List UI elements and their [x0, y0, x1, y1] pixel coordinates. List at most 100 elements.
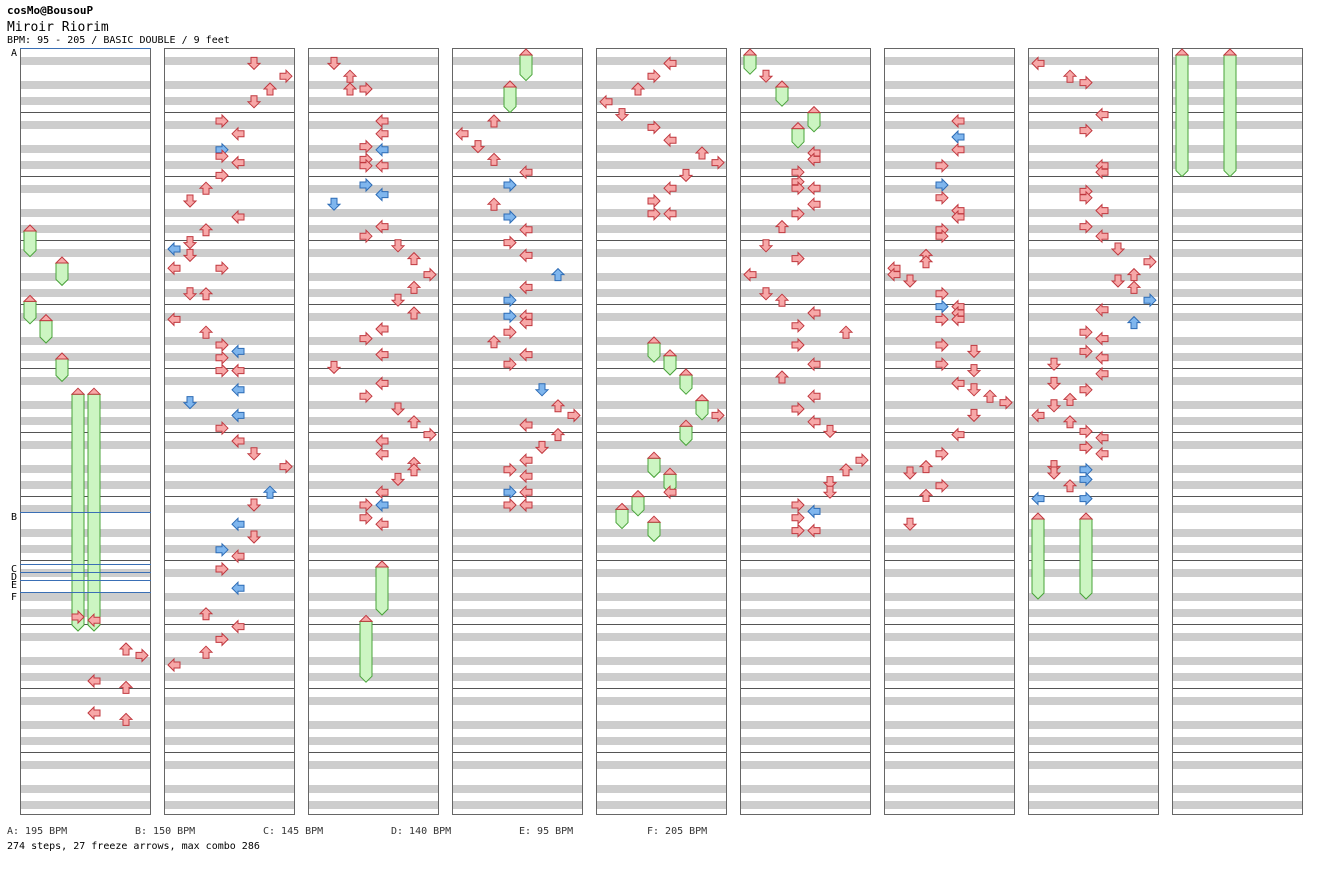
- step-arrow-red: [390, 293, 406, 307]
- bpm-change-line: [20, 592, 151, 593]
- step-arrow-red: [935, 190, 949, 206]
- chart-column-7: [884, 48, 1015, 815]
- step-arrow-red: [375, 158, 389, 174]
- step-arrow-red: [246, 530, 262, 544]
- step-arrow-red: [215, 350, 229, 366]
- step-arrow-blue: [231, 344, 245, 359]
- step-arrow-red: [1031, 56, 1045, 71]
- step-arrow-red: [1079, 440, 1093, 455]
- step-arrow-red: [918, 255, 934, 269]
- step-arrow-red: [87, 673, 101, 689]
- step-arrow-red: [663, 484, 677, 500]
- step-arrow-red: [663, 206, 677, 222]
- step-arrow-red: [423, 267, 437, 282]
- step-arrow-red: [359, 331, 373, 346]
- step-arrow-red: [791, 510, 805, 526]
- step-arrow-red: [534, 440, 550, 455]
- step-arrow-red: [1126, 267, 1142, 282]
- freeze-arrow: [646, 451, 662, 479]
- step-arrow-red: [390, 402, 406, 416]
- step-arrow-red: [1095, 302, 1109, 318]
- step-arrow-red: [215, 632, 229, 647]
- step-arrow-blue: [935, 299, 949, 314]
- step-arrow-red: [231, 209, 245, 225]
- step-arrow-red: [647, 68, 661, 84]
- bpm-legend-f: F: 205 BPM: [647, 826, 708, 837]
- bpm-legend-e: E: 95 BPM: [519, 826, 574, 837]
- step-arrow-red: [246, 498, 262, 512]
- step-arrow-red: [1079, 344, 1093, 359]
- step-arrow-red: [1062, 392, 1078, 406]
- step-arrow-red: [1046, 376, 1062, 391]
- step-arrow-red: [935, 286, 949, 302]
- step-arrow-red: [1079, 382, 1093, 398]
- bpm-change-line: [20, 564, 151, 565]
- bpm-change-label: C: [11, 564, 18, 575]
- step-arrow-red: [406, 463, 422, 477]
- step-arrow-blue: [231, 408, 245, 423]
- step-arrow-red: [198, 287, 214, 301]
- step-arrow-red: [215, 420, 229, 436]
- step-arrow-red: [486, 197, 502, 211]
- step-arrow-red: [246, 447, 262, 461]
- step-arrow-red: [1046, 357, 1062, 371]
- step-arrow-red: [1046, 399, 1062, 413]
- step-arrow-red: [807, 388, 821, 404]
- freeze-arrow: [1174, 48, 1190, 178]
- step-arrow-red: [1079, 75, 1093, 90]
- step-arrow-red: [198, 181, 214, 195]
- step-arrow-red: [966, 408, 982, 423]
- chart-column-1: [20, 48, 151, 815]
- step-arrow-red: [519, 164, 533, 180]
- step-arrow-red: [630, 82, 646, 96]
- freeze-arrow: [806, 105, 822, 133]
- step-arrow-red: [215, 363, 229, 378]
- step-arrow-red: [1095, 203, 1109, 218]
- step-arrow-red: [743, 267, 757, 282]
- step-arrow-red: [406, 306, 422, 320]
- bpm-change-label: B: [11, 512, 18, 523]
- step-arrow-red: [822, 476, 838, 490]
- step-arrow-red: [935, 312, 949, 327]
- freeze-arrow: [774, 80, 790, 107]
- bpm-legend-c: C: 145 BPM: [263, 826, 324, 837]
- freeze-arrow: [1030, 512, 1046, 600]
- freeze-arrow: [694, 393, 710, 421]
- step-arrow-red: [519, 222, 533, 238]
- step-arrow-red: [375, 321, 389, 337]
- step-arrow-blue: [359, 177, 373, 193]
- freeze-arrow: [678, 368, 694, 395]
- step-arrow-red: [375, 219, 389, 234]
- step-arrow-red: [182, 194, 198, 208]
- step-arrow-red: [951, 376, 965, 391]
- step-arrow-red: [1126, 280, 1142, 294]
- step-arrow-red: [359, 228, 373, 244]
- step-arrow-red: [215, 113, 229, 129]
- bpm-change-label: A: [11, 48, 18, 59]
- step-arrow-red: [774, 293, 790, 307]
- step-arrow-red: [774, 370, 790, 384]
- step-arrow-red: [1062, 479, 1078, 493]
- step-arrow-red: [118, 712, 134, 726]
- step-arrow-red: [519, 280, 533, 295]
- step-arrow-red: [791, 497, 805, 513]
- freeze-arrow: [518, 48, 534, 82]
- step-arrow-red: [519, 497, 533, 513]
- step-arrow-blue: [326, 197, 342, 211]
- bpm-legend-b: B: 150 BPM: [135, 826, 196, 837]
- step-arrow-red: [359, 388, 373, 404]
- step-arrow-blue: [231, 382, 245, 398]
- step-arrow-blue: [1126, 315, 1142, 330]
- step-arrow-red: [791, 401, 805, 417]
- step-arrow-red: [503, 497, 517, 513]
- bpm-change-line: [20, 512, 151, 513]
- step-arrow-red: [807, 152, 821, 167]
- step-arrow-red: [1110, 274, 1126, 288]
- step-arrow-red: [1095, 107, 1109, 122]
- chart-info: BPM: 95 - 205 / BASIC DOUBLE / 9 feet: [7, 35, 230, 46]
- step-arrow-red: [375, 126, 389, 142]
- step-arrow-red: [486, 114, 502, 128]
- step-arrow-red: [935, 158, 949, 174]
- step-arrow-red: [262, 82, 278, 96]
- step-arrow-red: [791, 180, 805, 196]
